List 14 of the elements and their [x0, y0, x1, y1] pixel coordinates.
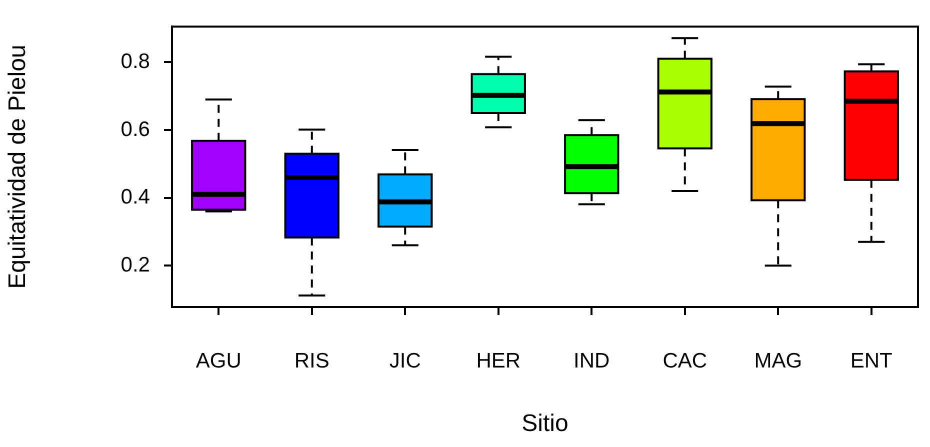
- x-tick-label: CAC: [662, 349, 708, 372]
- x-tick-label: IND: [574, 349, 610, 372]
- x-tick-label: HER: [476, 349, 521, 372]
- y-tick-label: 0.2: [120, 253, 150, 276]
- x-axis-title: Sitio: [522, 410, 568, 438]
- x-tick-label: ENT: [850, 349, 893, 372]
- y-tick-label: 0.8: [120, 50, 150, 73]
- x-tick-label: RIS: [294, 349, 330, 372]
- y-axis-title: Equitatividad de Pielou: [4, 44, 32, 289]
- x-tick-label: AGU: [196, 349, 242, 372]
- y-tick-label: 0.6: [120, 118, 150, 141]
- x-tick-label: MAG: [754, 349, 802, 372]
- x-tick-label: JIC: [389, 349, 421, 372]
- y-tick-label: 0.4: [120, 186, 150, 209]
